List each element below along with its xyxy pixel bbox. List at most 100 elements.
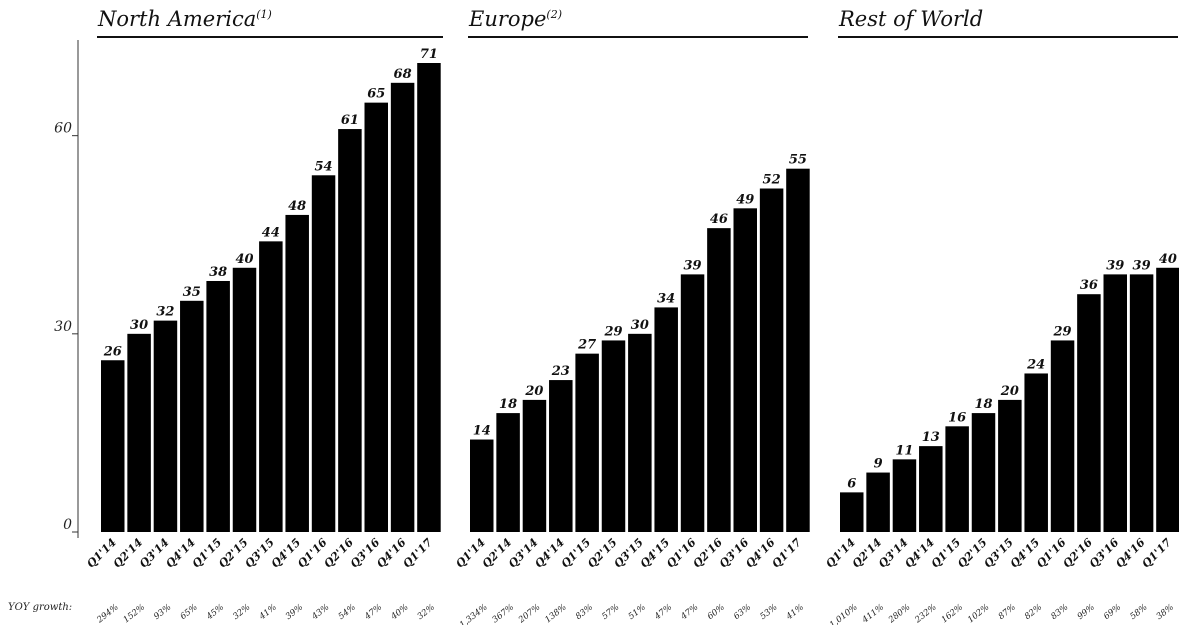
bar [338, 129, 362, 532]
bar [180, 300, 204, 532]
bar-value-label: 27 [577, 338, 596, 353]
bar [259, 241, 283, 532]
category-label: Q1'17 [769, 536, 804, 571]
bar [496, 413, 520, 532]
yoy-growth-value: 232% [913, 602, 939, 625]
yoy-growth-value: 51% [627, 602, 648, 622]
bar-value-label: 65 [367, 87, 385, 102]
yoy-growth-value: 47% [652, 602, 674, 622]
bar [285, 214, 309, 533]
bar-value-label: 40 [1159, 252, 1177, 267]
bar [919, 446, 943, 532]
bar [840, 492, 864, 532]
bar-value-label: 44 [262, 225, 280, 240]
bar [232, 267, 257, 532]
bar [390, 82, 415, 533]
bar [707, 228, 731, 532]
bar-value-label: 68 [394, 67, 412, 82]
bar-value-label: 29 [1053, 324, 1072, 339]
bar [866, 472, 890, 532]
yoy-growth-value: 99% [1076, 602, 1097, 622]
bar [153, 320, 178, 532]
yoy-growth-value: 83% [1049, 602, 1070, 622]
bar-value-label: 26 [103, 344, 122, 359]
yoy-growth-value: 102% [966, 602, 991, 625]
panel-title: Rest of World [838, 7, 983, 31]
bar-value-label: 13 [922, 430, 940, 445]
bar-value-label: 39 [684, 258, 702, 273]
bar [417, 63, 441, 532]
bar-value-label: 20 [524, 384, 543, 399]
yoy-growth-value: 60% [706, 602, 727, 622]
bar-value-label: 40 [235, 252, 253, 267]
yoy-growth-value: 138% [543, 602, 568, 625]
yoy-growth-value: 411% [860, 602, 886, 625]
bar [311, 175, 336, 532]
yoy-growth-value: 39% [284, 602, 305, 622]
yoy-growth-value: 63% [732, 602, 753, 622]
bar [1129, 274, 1154, 532]
yoy-growth-value: 367% [491, 602, 516, 625]
yoy-growth-value: 53% [758, 602, 779, 622]
bar [575, 353, 599, 532]
yoy-growth-value: 82% [1023, 602, 1044, 622]
bar-value-label: 9 [874, 457, 883, 472]
yoy-growth-value: 93% [152, 602, 173, 622]
bar [892, 459, 917, 532]
yoy-growth-value: 41% [784, 602, 806, 622]
bar-value-label: 36 [1080, 278, 1098, 293]
bar [1050, 340, 1075, 532]
yoy-growth-value: 280% [886, 602, 912, 625]
category-label: Q1'17 [400, 536, 435, 571]
y-axis-tick-label: 30 [54, 319, 72, 335]
bar-value-label: 32 [156, 305, 174, 320]
yoy-growth-value: 38% [1155, 602, 1176, 622]
bar [101, 360, 125, 532]
yoy-growth-value: 47% [679, 602, 701, 622]
yoy-growth-value: 57% [600, 602, 621, 622]
bar-value-label: 55 [789, 153, 807, 168]
bar-value-label: 54 [315, 159, 333, 174]
bar [680, 274, 705, 532]
bar [364, 102, 388, 533]
bar-value-label: 49 [736, 192, 754, 207]
bar-value-label: 18 [974, 397, 992, 412]
bar-value-label: 14 [473, 424, 491, 439]
bar-value-label: 48 [288, 199, 306, 214]
bar-value-label: 6 [847, 476, 856, 491]
bar-value-label: 29 [603, 324, 622, 339]
yoy-growth-value: 207% [516, 602, 542, 625]
yoy-growth-value: 40% [389, 602, 411, 622]
panel-title: North America(1) [97, 7, 272, 31]
yoy-growth-value: 83% [574, 602, 595, 622]
yoy-growth-value: 65% [179, 602, 200, 622]
yoy-growth-value: 43% [310, 602, 332, 622]
yoy-growth-value: 32% [231, 602, 252, 622]
bar [522, 399, 547, 532]
bar-value-label: 16 [948, 410, 966, 425]
y-axis-tick-label: 0 [63, 517, 72, 533]
bar [945, 426, 969, 532]
bar [733, 208, 757, 532]
bar-value-label: 35 [183, 285, 201, 300]
bar-value-label: 34 [657, 291, 675, 306]
bar [470, 439, 494, 532]
yoy-growth-value: 87% [997, 602, 1018, 622]
y-axis-tick-label: 60 [54, 121, 72, 137]
bar [601, 340, 626, 532]
bar [1077, 294, 1101, 532]
bar-value-label: 52 [763, 173, 781, 188]
bar-value-label: 39 [1133, 258, 1151, 273]
bar [1156, 267, 1179, 532]
bar-value-label: 23 [551, 364, 570, 379]
bar [206, 280, 230, 532]
bar [628, 333, 652, 532]
bar-value-label: 71 [420, 47, 438, 62]
yoy-growth-value: 162% [940, 602, 965, 625]
bar-value-label: 18 [499, 397, 517, 412]
yoy-growth-value: 32% [416, 602, 437, 622]
bar [998, 399, 1022, 532]
yoy-growth-value: 41% [257, 602, 279, 622]
